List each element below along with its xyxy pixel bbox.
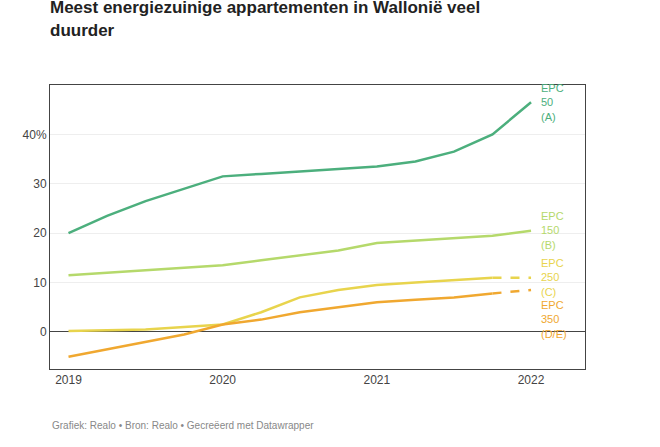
svg-text:EPC250(C): EPC250(C) xyxy=(541,257,564,298)
svg-text:EPC150(B): EPC150(B) xyxy=(541,210,564,251)
svg-text:EPC350(D/E): EPC350(D/E) xyxy=(541,299,567,340)
svg-text:2022: 2022 xyxy=(518,373,545,387)
svg-text:40%: 40% xyxy=(23,128,47,142)
svg-text:2019: 2019 xyxy=(55,373,82,387)
svg-text:Meest energiezuinige apparteme: Meest energiezuinige appartementen in Wa… xyxy=(50,0,480,40)
svg-text:10: 10 xyxy=(33,276,47,290)
svg-text:EPC50(A): EPC50(A) xyxy=(541,82,564,123)
svg-text:0: 0 xyxy=(40,325,47,339)
svg-text:Grafiek: Realo • Bron: Realo •: Grafiek: Realo • Bron: Realo • Gecreëerd… xyxy=(52,420,314,431)
svg-text:20: 20 xyxy=(33,226,47,240)
svg-text:2020: 2020 xyxy=(209,373,236,387)
svg-text:30: 30 xyxy=(33,177,47,191)
svg-text:2021: 2021 xyxy=(364,373,391,387)
